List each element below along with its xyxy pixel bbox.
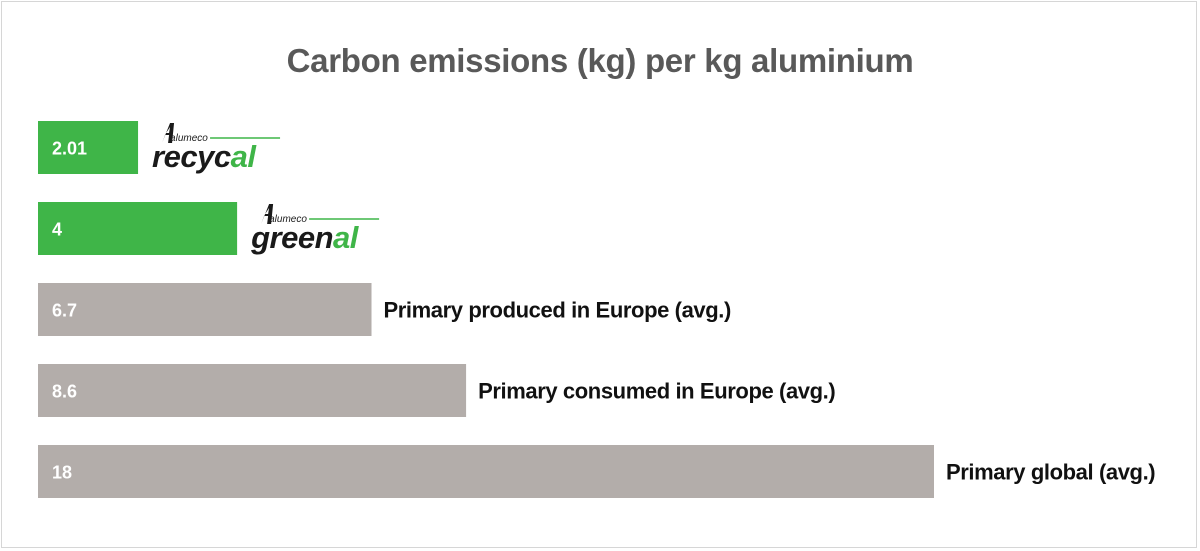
- bar-value-label: 6.7: [52, 301, 77, 321]
- logo-brand-text: alumeco: [170, 133, 208, 144]
- logo-mark-icon: [162, 123, 175, 143]
- logo-word-dark: green: [250, 220, 333, 255]
- bar-category-label: Primary consumed in Europe (avg.): [478, 379, 835, 404]
- logo-word-accent: al: [333, 220, 360, 255]
- bar: [38, 202, 238, 255]
- logo-brand-text: alumeco: [269, 214, 307, 225]
- bar-category-label: Primary produced in Europe (avg.): [384, 298, 732, 323]
- bar: [38, 283, 372, 336]
- bar-value-label: 4: [52, 220, 62, 240]
- logo-word-accent: al: [231, 139, 258, 174]
- bar: [38, 121, 139, 174]
- chart-title: Carbon emissions (kg) per kg aluminium: [286, 42, 914, 79]
- bar-value-label: 2.01: [52, 139, 87, 159]
- bar-category-label: Primary global (avg.): [946, 460, 1155, 485]
- bar-value-label: 8.6: [52, 382, 77, 402]
- logo-word-dark: recyc: [152, 139, 231, 174]
- bar: [38, 364, 467, 417]
- bar-value-label: 18: [52, 463, 72, 483]
- logo-wordmark: recycal: [152, 139, 257, 174]
- logo-wordmark: greenal: [250, 220, 360, 255]
- bar: [38, 445, 934, 498]
- logo-mark-icon: [261, 204, 274, 224]
